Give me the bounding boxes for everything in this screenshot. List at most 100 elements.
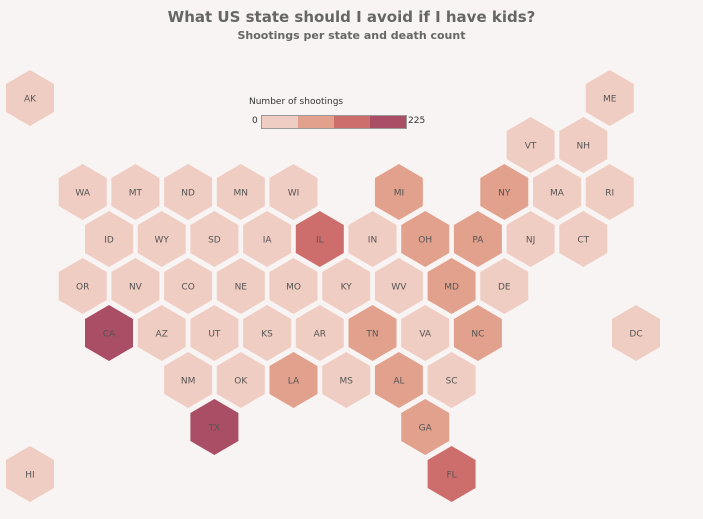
state-hex-shape[interactable] bbox=[453, 211, 502, 267]
state-hex-shape[interactable] bbox=[216, 164, 265, 220]
state-hex-shape[interactable] bbox=[164, 352, 213, 408]
state-hex-MA[interactable]: MA bbox=[533, 164, 581, 220]
state-hex-shape[interactable] bbox=[216, 352, 265, 408]
state-hex-shape[interactable] bbox=[533, 164, 581, 220]
state-hex-PA[interactable]: PA bbox=[453, 211, 502, 267]
state-hex-shape[interactable] bbox=[427, 446, 476, 502]
state-hex-HI[interactable]: HI bbox=[6, 446, 54, 502]
state-hex-shape[interactable] bbox=[190, 399, 239, 455]
state-hex-shape[interactable] bbox=[85, 211, 133, 267]
state-hex-shape[interactable] bbox=[453, 305, 502, 361]
state-hex-shape[interactable] bbox=[506, 117, 555, 173]
state-hex-shape[interactable] bbox=[374, 164, 423, 220]
state-hex-shape[interactable] bbox=[401, 211, 450, 267]
state-hex-shape[interactable] bbox=[269, 352, 318, 408]
state-hex-shape[interactable] bbox=[190, 305, 239, 361]
state-hex-AL[interactable]: AL bbox=[374, 352, 423, 408]
state-hex-OR[interactable]: OR bbox=[58, 258, 107, 314]
state-hex-AZ[interactable]: AZ bbox=[137, 305, 186, 361]
state-hex-WI[interactable]: WI bbox=[269, 164, 318, 220]
state-hex-shape[interactable] bbox=[269, 164, 318, 220]
state-hex-shape[interactable] bbox=[480, 258, 529, 314]
state-hex-KS[interactable]: KS bbox=[243, 305, 292, 361]
state-hex-NJ[interactable]: NJ bbox=[506, 211, 555, 267]
state-hex-TX[interactable]: TX bbox=[190, 399, 239, 455]
state-hex-MO[interactable]: MO bbox=[269, 258, 318, 314]
state-hex-AR[interactable]: AR bbox=[295, 305, 344, 361]
state-hex-shape[interactable] bbox=[295, 305, 344, 361]
state-hex-IA[interactable]: IA bbox=[243, 211, 292, 267]
state-hex-shape[interactable] bbox=[58, 164, 107, 220]
state-hex-shape[interactable] bbox=[269, 258, 318, 314]
state-hex-MI[interactable]: MI bbox=[374, 164, 423, 220]
state-hex-IN[interactable]: IN bbox=[348, 211, 397, 267]
state-hex-WY[interactable]: WY bbox=[137, 211, 186, 267]
state-hex-shape[interactable] bbox=[164, 164, 213, 220]
state-hex-IL[interactable]: IL bbox=[295, 211, 344, 267]
state-hex-shape[interactable] bbox=[190, 211, 239, 267]
state-hex-shape[interactable] bbox=[243, 211, 292, 267]
state-hex-shape[interactable] bbox=[322, 258, 371, 314]
state-hex-shape[interactable] bbox=[216, 258, 265, 314]
state-hex-VT[interactable]: VT bbox=[506, 117, 555, 173]
state-hex-DE[interactable]: DE bbox=[480, 258, 529, 314]
state-hex-NY[interactable]: NY bbox=[480, 164, 529, 220]
state-hex-shape[interactable] bbox=[322, 352, 371, 408]
state-hex-shape[interactable] bbox=[164, 258, 213, 314]
state-hex-shape[interactable] bbox=[348, 305, 397, 361]
state-hex-WV[interactable]: WV bbox=[374, 258, 423, 314]
state-hex-shape[interactable] bbox=[401, 399, 450, 455]
state-hex-shape[interactable] bbox=[111, 258, 160, 314]
state-hex-shape[interactable] bbox=[480, 164, 529, 220]
state-hex-CA[interactable]: CA bbox=[85, 305, 133, 361]
state-hex-shape[interactable] bbox=[295, 211, 344, 267]
state-hex-VA[interactable]: VA bbox=[401, 305, 450, 361]
state-hex-shape[interactable] bbox=[559, 117, 608, 173]
state-hex-GA[interactable]: GA bbox=[401, 399, 450, 455]
state-hex-OH[interactable]: OH bbox=[401, 211, 450, 267]
state-hex-RI[interactable]: RI bbox=[585, 164, 634, 220]
state-hex-shape[interactable] bbox=[427, 258, 476, 314]
state-hex-shape[interactable] bbox=[427, 352, 476, 408]
state-hex-shape[interactable] bbox=[137, 211, 186, 267]
state-hex-shape[interactable] bbox=[6, 446, 54, 502]
state-hex-NM[interactable]: NM bbox=[164, 352, 213, 408]
state-hex-shape[interactable] bbox=[559, 211, 608, 267]
state-hex-shape[interactable] bbox=[612, 305, 660, 361]
state-hex-MD[interactable]: MD bbox=[427, 258, 476, 314]
state-hex-SC[interactable]: SC bbox=[427, 352, 476, 408]
state-hex-KY[interactable]: KY bbox=[322, 258, 371, 314]
state-hex-shape[interactable] bbox=[6, 70, 54, 126]
state-hex-NE[interactable]: NE bbox=[216, 258, 265, 314]
state-hex-TN[interactable]: TN bbox=[348, 305, 397, 361]
state-hex-shape[interactable] bbox=[137, 305, 186, 361]
state-hex-CO[interactable]: CO bbox=[164, 258, 213, 314]
state-hex-CT[interactable]: CT bbox=[559, 211, 608, 267]
state-hex-ID[interactable]: ID bbox=[85, 211, 133, 267]
state-hex-UT[interactable]: UT bbox=[190, 305, 239, 361]
state-hex-NH[interactable]: NH bbox=[559, 117, 608, 173]
state-hex-SD[interactable]: SD bbox=[190, 211, 239, 267]
state-hex-ME[interactable]: ME bbox=[585, 70, 634, 126]
state-hex-shape[interactable] bbox=[585, 70, 634, 126]
state-hex-NV[interactable]: NV bbox=[111, 258, 160, 314]
state-hex-shape[interactable] bbox=[348, 211, 397, 267]
state-hex-shape[interactable] bbox=[243, 305, 292, 361]
state-hex-WA[interactable]: WA bbox=[58, 164, 107, 220]
state-hex-ND[interactable]: ND bbox=[164, 164, 213, 220]
state-hex-shape[interactable] bbox=[85, 305, 133, 361]
state-hex-NC[interactable]: NC bbox=[453, 305, 502, 361]
state-hex-LA[interactable]: LA bbox=[269, 352, 318, 408]
state-hex-MS[interactable]: MS bbox=[322, 352, 371, 408]
state-hex-shape[interactable] bbox=[585, 164, 634, 220]
state-hex-OK[interactable]: OK bbox=[216, 352, 265, 408]
state-hex-FL[interactable]: FL bbox=[427, 446, 476, 502]
state-hex-DC[interactable]: DC bbox=[612, 305, 660, 361]
state-hex-MN[interactable]: MN bbox=[216, 164, 265, 220]
state-hex-AK[interactable]: AK bbox=[6, 70, 54, 126]
state-hex-shape[interactable] bbox=[111, 164, 160, 220]
state-hex-MT[interactable]: MT bbox=[111, 164, 160, 220]
state-hex-shape[interactable] bbox=[374, 352, 423, 408]
state-hex-shape[interactable] bbox=[506, 211, 555, 267]
state-hex-shape[interactable] bbox=[401, 305, 450, 361]
